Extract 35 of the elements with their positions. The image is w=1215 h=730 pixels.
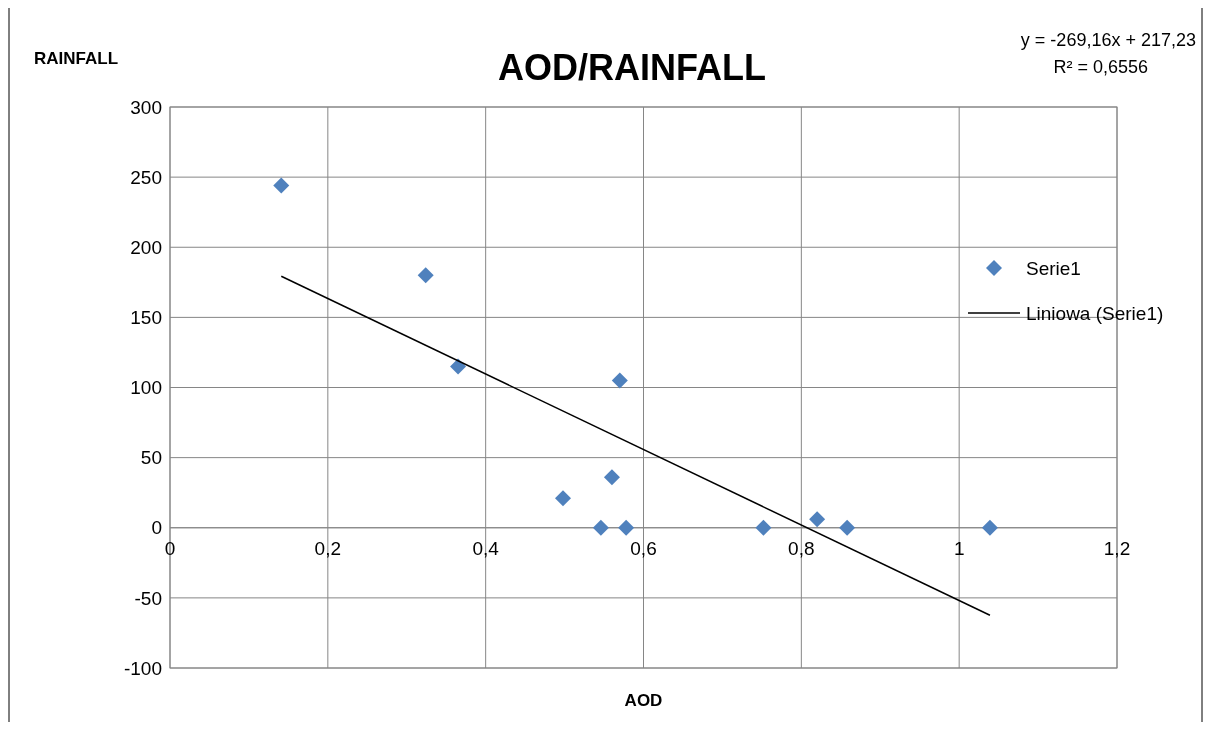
- point: [417, 267, 434, 284]
- x-tick-label: 0: [164, 537, 176, 559]
- y-tick-label: -50: [134, 587, 162, 609]
- text: R² = 0,6556: [1053, 57, 1148, 77]
- y-tick-label: 50: [140, 447, 162, 469]
- point: [555, 490, 572, 507]
- y-tick-label: 100: [130, 377, 162, 399]
- point: [809, 511, 826, 528]
- y-axis-title: RAINFALL: [34, 49, 119, 68]
- point: [273, 177, 290, 194]
- x-tick-label: 0,6: [630, 537, 657, 559]
- legend-label: Liniowa (Serie1): [1026, 302, 1164, 324]
- x-tick-label: 0,2: [314, 537, 342, 559]
- y-tick-label: 250: [130, 166, 162, 188]
- y-tick-label: 200: [130, 236, 162, 258]
- y-tick-label: -100: [123, 657, 162, 679]
- point: [611, 372, 628, 389]
- point: [981, 519, 998, 536]
- point: [592, 519, 609, 536]
- point: [450, 358, 467, 375]
- x-tick-label: 0,4: [472, 537, 500, 559]
- text: y = -269,16x + 217,23: [1020, 30, 1196, 50]
- x-tick-label: 1: [953, 537, 965, 559]
- y-tick-label: 150: [130, 307, 162, 329]
- point: [755, 519, 772, 536]
- y-tick-label: 0: [151, 517, 162, 539]
- y-tick-label: 300: [130, 96, 162, 118]
- point: [603, 469, 620, 486]
- chart-title: AOD/RAINFALL: [498, 47, 766, 88]
- x-tick-label: 0,8: [788, 537, 815, 559]
- x-axis-title: AOD: [624, 691, 663, 710]
- point: [839, 519, 856, 536]
- legend-label: Serie1: [1026, 257, 1081, 279]
- point: [618, 519, 635, 536]
- x-tick-label: 1,2: [1103, 537, 1131, 559]
